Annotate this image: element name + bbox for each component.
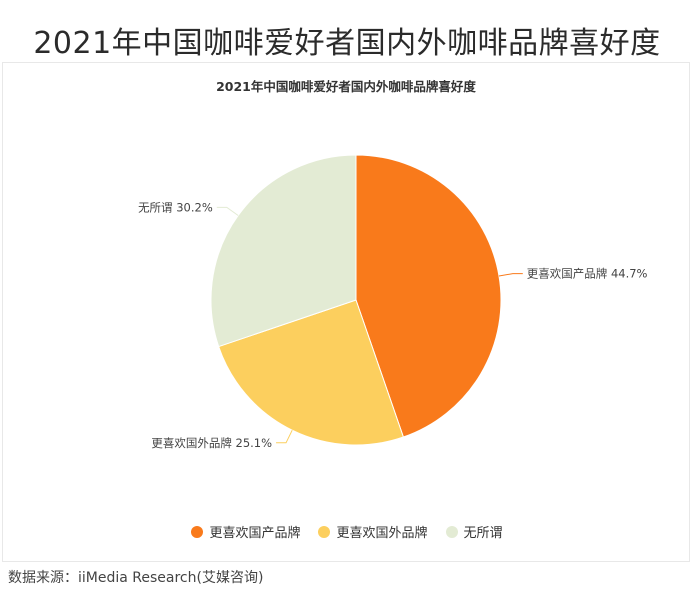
pie-label-leader-2 bbox=[276, 429, 293, 444]
legend-label: 更喜欢国外品牌 bbox=[336, 526, 428, 541]
legend-swatch-icon bbox=[445, 525, 458, 538]
pie-data-labels: 更喜欢国产品牌 44.7% 更喜欢国外品牌 25.1% 无所谓 30.2% bbox=[138, 200, 647, 449]
pie-data-label-1: 更喜欢国产品牌 44.7% bbox=[527, 267, 648, 281]
pie-chart: 2021年中国咖啡爱好者国内外咖啡品牌喜好度 更喜欢国产品牌 44.7%更喜欢国… bbox=[138, 79, 647, 450]
page-title: 2021年中国咖啡爱好者国内外咖啡品牌喜好度 bbox=[33, 26, 661, 61]
pie-data-label-3: 无所谓 30.2% bbox=[138, 200, 213, 214]
legend-label: 更喜欢国产品牌 bbox=[209, 526, 301, 541]
legend-item-2[interactable]: 更喜欢国外品牌 bbox=[318, 522, 428, 541]
legend-item-1[interactable]: 更喜欢国产品牌 bbox=[191, 522, 300, 541]
pie-slices bbox=[210, 154, 502, 446]
legend-swatch-icon bbox=[318, 525, 331, 538]
chart-legend: 更喜欢国产品牌 更喜欢国外品牌 无所谓 bbox=[0, 522, 694, 541]
chart-title: 2021年中国咖啡爱好者国内外咖啡品牌喜好度 bbox=[216, 79, 476, 94]
source-note: 数据来源：iiMedia Research(艾媒咨询) bbox=[8, 570, 264, 586]
legend-label: 无所谓 bbox=[463, 526, 503, 541]
pie-label-leader-1 bbox=[498, 273, 523, 277]
pie-data-label-2: 更喜欢国外品牌 25.1% bbox=[151, 436, 272, 450]
legend-item-3[interactable]: 无所谓 bbox=[445, 522, 503, 541]
pie-slice-1 bbox=[355, 154, 502, 438]
chart-frame: 2021年中国咖啡爱好者国内外咖啡品牌喜好度 更喜欢国产品牌 44.7% 更喜欢国… bbox=[2, 62, 690, 562]
pie-label-leader-3 bbox=[216, 206, 239, 216]
pie-slice-2 bbox=[218, 299, 405, 446]
legend-swatch-icon bbox=[191, 525, 204, 538]
